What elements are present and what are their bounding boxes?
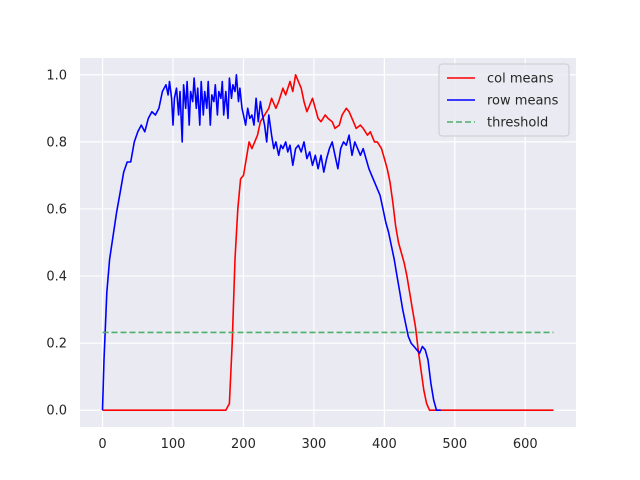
x-tick-label: 200 (231, 437, 256, 452)
x-tick-label: 100 (161, 437, 186, 452)
legend-label: col means (487, 72, 554, 87)
series-layer (101, 74, 554, 411)
y-tick-label: 0.4 (46, 270, 67, 285)
y-tick-label: 0.2 (46, 337, 67, 352)
series-line-row-means (101, 74, 441, 411)
y-tick-label: 1.0 (46, 68, 67, 83)
series-line-col-means (102, 74, 554, 411)
x-tick-label: 300 (301, 437, 326, 452)
tick-labels: 0 100 200 300 400 500 600 0.0 0.2 0.4 0.6 0.8 1.0 (46, 68, 537, 452)
x-tick-label: 500 (442, 437, 467, 452)
legend-label: row means (487, 94, 559, 109)
y-tick-label: 0.6 (46, 202, 67, 217)
x-tick-label: 600 (513, 437, 538, 452)
x-tick-label: 0 (98, 437, 106, 452)
x-tick-label: 400 (372, 437, 397, 452)
legend-label: threshold (487, 116, 548, 131)
legend: col means row means threshold (438, 63, 570, 137)
legend-box (438, 63, 570, 137)
y-tick-label: 0.8 (46, 135, 67, 150)
y-tick-label: 0.0 (46, 404, 67, 419)
